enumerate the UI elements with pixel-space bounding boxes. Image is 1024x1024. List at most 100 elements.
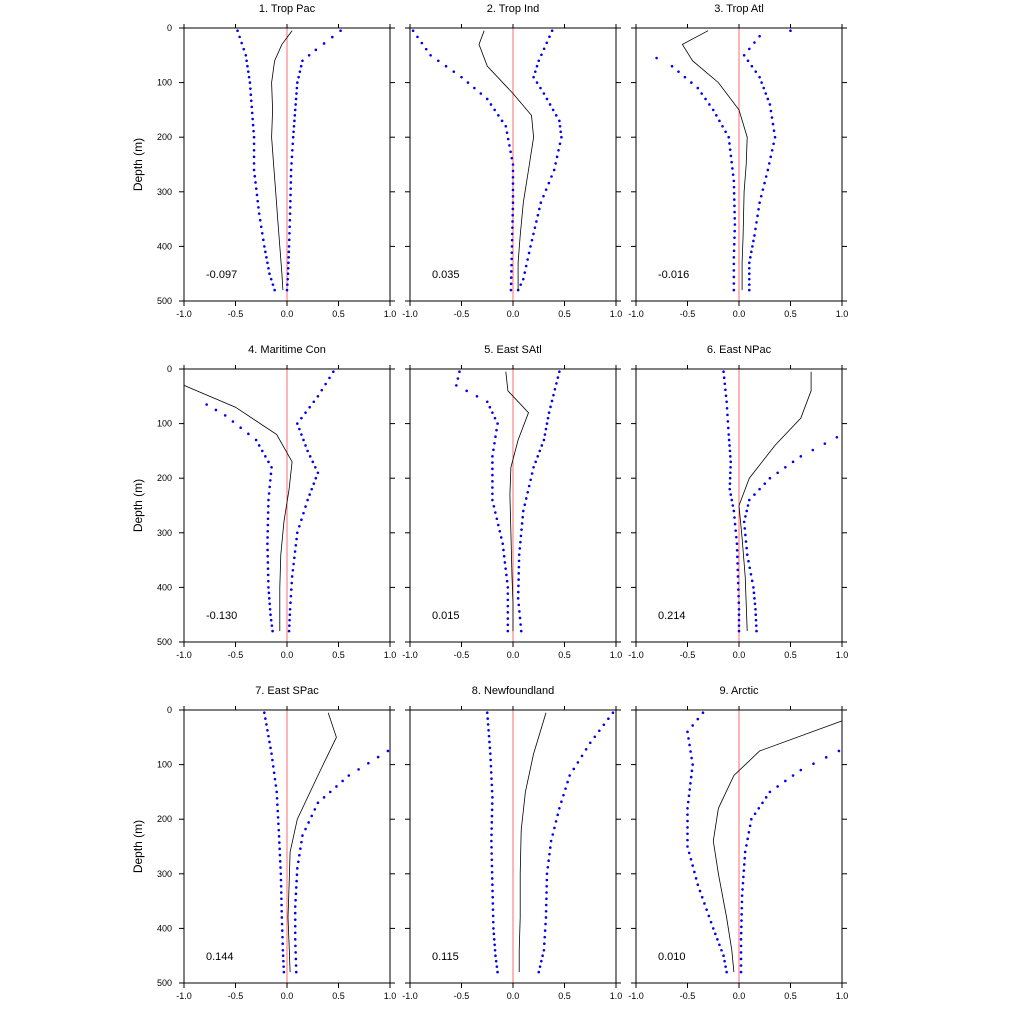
panel-9-lower-dot [689, 857, 693, 861]
panel-8-lower-dot [495, 965, 499, 968]
panel-7: -1.0 -0.5 0.0 0.5 1.0 0 100 200 300 400 500 Depth (… [131, 685, 396, 1001]
panel-4-upper-dot [308, 493, 311, 496]
panel-6-upper-dot [776, 471, 779, 475]
panel-2-lower-dot [473, 86, 476, 90]
panel-3-upper-dot [762, 86, 766, 90]
panel-9-lower-dot [696, 717, 700, 721]
panel-1-lower-dot [260, 231, 264, 235]
panel-1-upper-dot [288, 225, 291, 229]
panel-2-lower-dot [429, 54, 432, 57]
panel-4-upper-dot [289, 594, 293, 598]
panel-4-lower-dot [266, 554, 270, 558]
panel-5-upper-dot [552, 393, 555, 397]
panel-5-upper-dot [519, 540, 522, 544]
panel-2-lower-dot [511, 188, 515, 192]
panel-5-upper-dot [520, 522, 524, 525]
panel-7-lower-dot [275, 796, 279, 800]
panel-5-lower-dot [495, 428, 498, 432]
panel-7-upper-dot [294, 957, 298, 961]
panel-3-lower-dot [728, 148, 732, 151]
panel-3-upper-dot [773, 135, 777, 139]
panel-1-upper-dot [294, 97, 298, 101]
panel-2-upper-dot [530, 238, 534, 242]
panel-4-lower-dot [260, 449, 264, 453]
panel-2-lower-dot [493, 108, 496, 112]
panel-3-lower-dot [732, 256, 736, 259]
panel-3-lower-dot [690, 81, 693, 84]
panel-6-lower-dot [733, 516, 736, 519]
panel-1-upper-dot [307, 54, 311, 57]
panel-9-upper-dot [837, 749, 841, 753]
panel-9-upper-dot [747, 831, 751, 834]
panel-1-upper-dot [289, 187, 292, 190]
panel-9-lower-dot [722, 954, 725, 957]
panel-4-lower-dot [266, 517, 270, 521]
panel-3-upper-dot [772, 142, 775, 146]
panel-7-lower-dot [268, 740, 271, 744]
panel-9-lower-dot [720, 948, 723, 952]
panel-2-upper-dot [558, 124, 562, 128]
panel-4-upper-dot [328, 376, 331, 380]
panel-3-lower-dot [732, 185, 736, 189]
panel-9-upper-dot [776, 785, 779, 788]
panel-1-ytick-label: 500 [157, 296, 172, 306]
panel-2-lower-dot [508, 144, 511, 147]
panel-4-upper-dot [292, 562, 295, 566]
panel-8-lower-dot [489, 752, 492, 755]
panel-5-lower-dot [506, 604, 510, 608]
panel-4-lower-dot [269, 479, 272, 482]
panel-6-upper-dot [745, 553, 749, 556]
panel-8-upper-dot [545, 878, 549, 882]
panel-2-upper-dot [542, 194, 545, 198]
panel-6-lower-dot [733, 522, 737, 526]
panel-6-upper-dot [745, 546, 748, 550]
panel-2-upper-dot [558, 142, 562, 146]
panel-3-upper-dot [769, 155, 773, 159]
panel-5-lower-dot [506, 598, 510, 602]
panel-8-upper-dot [562, 793, 565, 797]
panel-6-value-label: 0.214 [658, 610, 686, 622]
panel-1-lower-dot [246, 64, 249, 68]
panel-2-lower-dot [479, 92, 483, 95]
panel-6-upper-dot [755, 629, 758, 633]
panel-6-lower-dot [729, 493, 733, 496]
panel-3-lower-dot [732, 179, 736, 183]
panel-9-upper-dot [739, 951, 743, 954]
panel-9-lower-dot [691, 724, 694, 727]
panel-6-lower-dot [735, 548, 739, 552]
panel-1-lower-dot [245, 59, 248, 63]
panel-8-lower-dot [490, 864, 494, 868]
panel-9-upper-dot [757, 806, 761, 810]
panel-7-lower-dot [278, 853, 282, 857]
panel-2-lower-dot [511, 163, 515, 166]
panel-8-upper-dot [553, 826, 556, 830]
panel-2-lower-dot [504, 124, 508, 128]
panel-8-lower-dot [490, 777, 493, 780]
panel-5-lower-dot [506, 592, 510, 595]
panel-7-lower-dot [278, 847, 281, 851]
panel-7-ytick-label: 500 [157, 978, 172, 988]
panel-4-ylabel: Depth (m) [131, 479, 145, 532]
panel-2-upper-dot [538, 207, 541, 211]
panel-9-lower-dot [690, 769, 694, 773]
panel-7-ytick-label: 0 [167, 705, 172, 715]
panel-5-upper-dot [519, 534, 523, 538]
panel-9-lower-dot [689, 775, 693, 779]
panel-5-lower-dot [505, 579, 509, 583]
panel-6-lower-dot [729, 471, 732, 475]
panel-8-lower-dot [487, 734, 491, 738]
panel-6-lower-dot [729, 460, 733, 464]
panel-6-lower-dot [729, 455, 732, 458]
panel-2-lower-dot [509, 150, 512, 154]
panel-5-lower-dot [506, 629, 510, 633]
panel-5-lower-dot [506, 623, 510, 627]
panel-9-lower-dot [686, 800, 690, 804]
panel-3-upper-dot [750, 250, 753, 254]
panel-6-upper-dot [754, 624, 758, 627]
panel-1-lower-dot [257, 206, 260, 209]
panel-1-lower-dot [266, 261, 269, 265]
panel-8-upper-dot [580, 754, 584, 758]
panel-7-upper-dot [293, 938, 297, 941]
panel-8-lower-dot [490, 858, 494, 862]
panel-8-lower-dot [491, 914, 495, 918]
